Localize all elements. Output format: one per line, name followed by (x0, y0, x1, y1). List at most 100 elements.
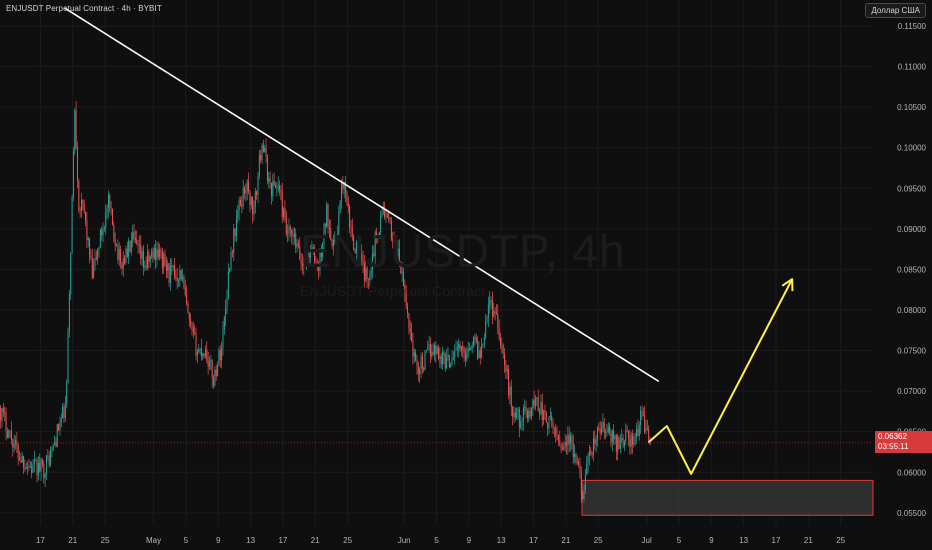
candle-body (345, 181, 347, 193)
candle-body (634, 436, 636, 438)
candle-body (381, 212, 383, 217)
candle-body (288, 226, 290, 234)
candle-body (627, 430, 629, 439)
candle-body (9, 430, 11, 432)
candle-body (297, 243, 299, 246)
candle-body (401, 271, 403, 273)
candle-body (121, 262, 123, 269)
candle-body (487, 305, 489, 318)
candle-body (447, 354, 449, 359)
candle-body (292, 234, 294, 237)
candle-body (570, 435, 572, 444)
candle-body (129, 240, 131, 252)
candle-body (397, 248, 399, 256)
price-tick-label: 0.06000 (897, 468, 926, 477)
candle-body (160, 249, 162, 251)
candle-body (557, 435, 559, 441)
candle-body (261, 144, 263, 161)
candle-body (539, 411, 541, 414)
candle-body (264, 147, 266, 152)
candle-body (644, 415, 646, 432)
time-axis[interactable]: 17 21 25 May 5 9 13 17 21 25 Jun 5 9 13 17 21 25 Jul 5 9 13 1… (36, 536, 846, 545)
candle-body (66, 382, 68, 405)
candle-body (405, 294, 407, 306)
candle-body (4, 411, 6, 414)
currency-button[interactable]: Доллар США (865, 3, 926, 18)
candle-body (632, 434, 634, 445)
candle-body (187, 303, 189, 314)
candle-body (440, 356, 442, 364)
candle-body (498, 327, 500, 339)
candle-body (489, 300, 491, 306)
candle-body (456, 347, 458, 350)
candle-body (366, 268, 368, 279)
candle-body (427, 347, 429, 350)
candle-body (615, 434, 617, 452)
candle-body (630, 434, 632, 447)
candle-body (384, 206, 386, 218)
candle-body (178, 280, 180, 282)
candle-body (161, 250, 163, 268)
candle-body (450, 364, 452, 368)
candle-body (52, 444, 54, 450)
candle-body (171, 265, 173, 268)
candle-body (572, 442, 574, 458)
candle-body (602, 422, 604, 429)
candle-body (33, 460, 35, 465)
candle-body (576, 461, 578, 463)
candle-body (497, 314, 499, 328)
candle-body (237, 211, 239, 219)
candle-body (413, 352, 415, 357)
candle-body (363, 263, 365, 281)
candle-body (522, 408, 524, 422)
candle-body (629, 438, 631, 447)
candle-body (448, 354, 450, 368)
candle-body (361, 253, 363, 260)
candle-body (578, 461, 580, 465)
candle-body (439, 356, 441, 359)
candle-body (173, 265, 175, 277)
support-zone[interactable] (581, 479, 874, 516)
candle-body (319, 252, 321, 271)
drawings[interactable] (64, 7, 794, 475)
candle-body (334, 240, 336, 241)
candle-body (14, 440, 16, 444)
time-tick-label: 5 (677, 536, 682, 545)
candle-body (431, 351, 433, 357)
candle-body (622, 437, 624, 446)
candle-body (253, 207, 255, 215)
candle-body (596, 427, 598, 440)
candle-body (543, 410, 545, 420)
time-tick-label: 17 (36, 536, 45, 545)
candle-body (490, 300, 492, 301)
time-tick-label: Jun (398, 536, 411, 545)
candle-body (424, 350, 426, 370)
candle-body (120, 249, 122, 263)
candle-body (580, 472, 582, 495)
candle-body (595, 439, 597, 445)
candle-body (140, 244, 142, 259)
candle-body (273, 181, 275, 186)
candle-body (207, 360, 209, 367)
price-tick-label: 0.08000 (897, 306, 926, 315)
candle-body (322, 243, 324, 257)
candle-body (521, 421, 523, 423)
time-tick-label: 21 (561, 536, 570, 545)
candle-body (393, 240, 395, 243)
candle-body (175, 276, 177, 278)
candle-body (35, 459, 37, 461)
time-tick-label: 21 (68, 536, 77, 545)
candle-body (433, 345, 435, 355)
candle-body (23, 456, 25, 468)
time-tick-label: 5 (184, 536, 189, 545)
candle-body (529, 410, 531, 417)
time-tick-label: 13 (246, 536, 255, 545)
candle-body (226, 297, 228, 308)
candle-body (41, 459, 43, 464)
time-tick-label: 5 (434, 536, 439, 545)
candle-body (145, 265, 147, 268)
candle-body (416, 359, 418, 366)
candle-body (323, 223, 325, 244)
candle-body (114, 238, 116, 247)
